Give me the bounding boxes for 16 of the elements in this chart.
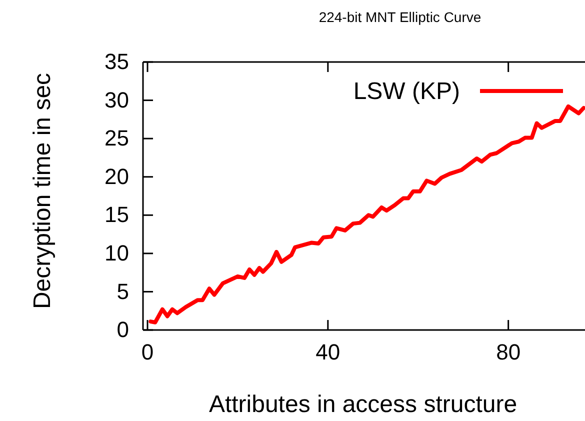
y-axis-title: Decryption time in sec [29,72,56,310]
x-tick-label: 0 [141,340,154,365]
y-tick-label: 5 [116,278,129,304]
y-tick-label: 25 [104,126,129,151]
y-tick-label: 0 [116,317,129,342]
y-tick-label: 10 [104,240,129,266]
x-axis-title: Attributes in access structure [208,391,518,418]
y-tick-label: 30 [104,87,129,112]
y-tick-label: 35 [104,49,129,74]
y-tick-label: 15 [104,202,129,228]
line-series [148,104,585,324]
legend-label: LSW (KP) [353,78,460,105]
x-tick-label: 80 [496,340,521,365]
x-tick-label: 40 [316,340,340,365]
chart-title: 224-bit MNT Elliptic Curve [318,9,482,25]
y-tick-label: 20 [104,164,129,189]
